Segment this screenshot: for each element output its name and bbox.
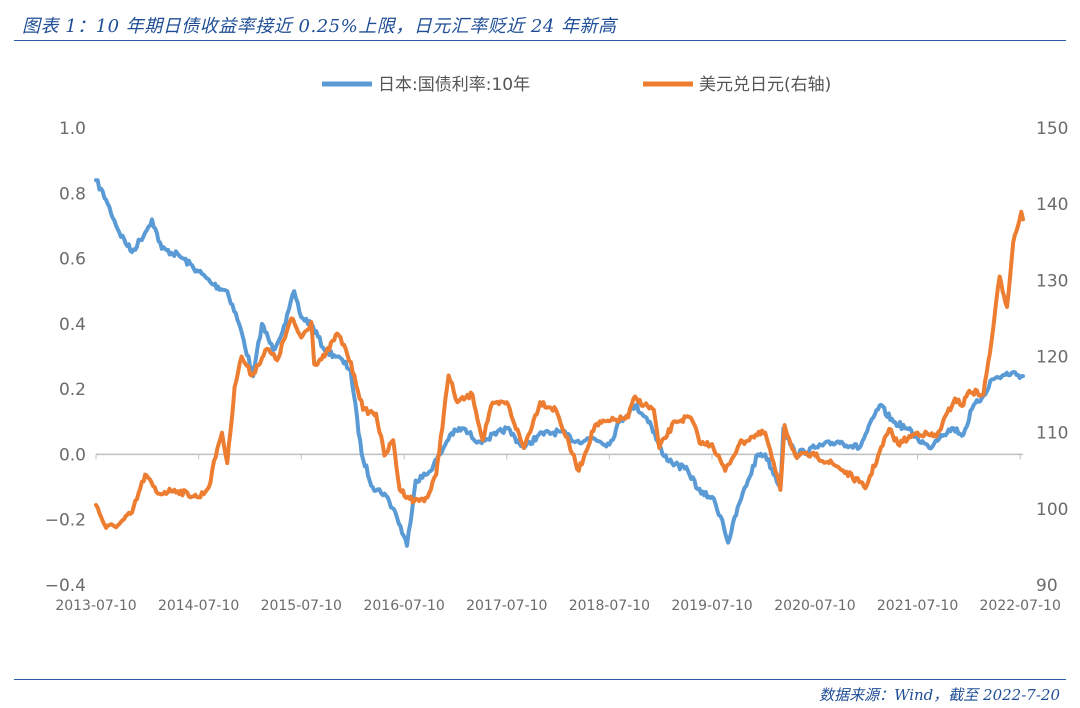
legend-label-usdjpy: 美元兑日元(右轴) bbox=[699, 75, 831, 95]
axes: 1.0 0.8 0.6 0.4 0.2 0.0 −0.2 −0.4 150 140 130 120 11… bbox=[45, 119, 1069, 614]
chart-legend: 日本:国债利率:10年 美元兑日元(右轴) bbox=[322, 75, 831, 95]
y-left-tick-label: 0.6 bbox=[59, 250, 86, 270]
legend-label-jgb: 日本:国债利率:10年 bbox=[378, 75, 530, 95]
data-source-note: 数据来源：Wind，截至 2022-7-20 bbox=[819, 686, 1060, 704]
x-tick-label: 2018-07-10 bbox=[569, 598, 650, 614]
x-tick-label: 2015-07-10 bbox=[261, 598, 342, 614]
series-line-jgb-10y bbox=[94, 178, 1025, 548]
x-tick-label: 2017-07-10 bbox=[466, 598, 547, 614]
y-right-tick-label: 100 bbox=[1036, 500, 1068, 520]
x-tick-label: 2020-07-10 bbox=[774, 598, 855, 614]
bottom-rule bbox=[14, 679, 1066, 680]
y-left-tick-label: 0.2 bbox=[59, 380, 86, 400]
y-left-tick-label: −0.4 bbox=[45, 576, 86, 596]
x-tick-label: 2016-07-10 bbox=[363, 598, 444, 614]
y-left-tick-label: −0.2 bbox=[45, 511, 86, 531]
y-left-tick-label: 0.8 bbox=[59, 184, 86, 204]
top-rule bbox=[14, 40, 1066, 41]
x-tick-label: 2014-07-10 bbox=[158, 598, 239, 614]
y-right-tick-label: 90 bbox=[1036, 576, 1058, 596]
series-line-usdjpy bbox=[94, 209, 1025, 530]
x-tick-label: 2013-07-10 bbox=[55, 598, 136, 614]
y-right-tick-label: 140 bbox=[1036, 195, 1068, 215]
y-left-tick-label: 0.4 bbox=[59, 315, 86, 335]
x-tick-label: 2022-07-10 bbox=[980, 598, 1061, 614]
figure-title: 图表 1：10 年期日债收益率接近 0.25%上限，日元汇率贬近 24 年新高 bbox=[22, 16, 617, 37]
y-right-tick-label: 120 bbox=[1036, 348, 1068, 368]
x-tick-label: 2021-07-10 bbox=[877, 598, 958, 614]
x-tick-label: 2019-07-10 bbox=[671, 598, 752, 614]
y-right-tick-label: 130 bbox=[1036, 271, 1068, 291]
y-left-tick-label: 1.0 bbox=[59, 119, 86, 139]
y-left-tick-label: 0.0 bbox=[59, 445, 86, 465]
series-lines bbox=[94, 178, 1025, 548]
y-right-tick-label: 110 bbox=[1036, 424, 1068, 444]
y-right-tick-label: 150 bbox=[1036, 119, 1068, 139]
